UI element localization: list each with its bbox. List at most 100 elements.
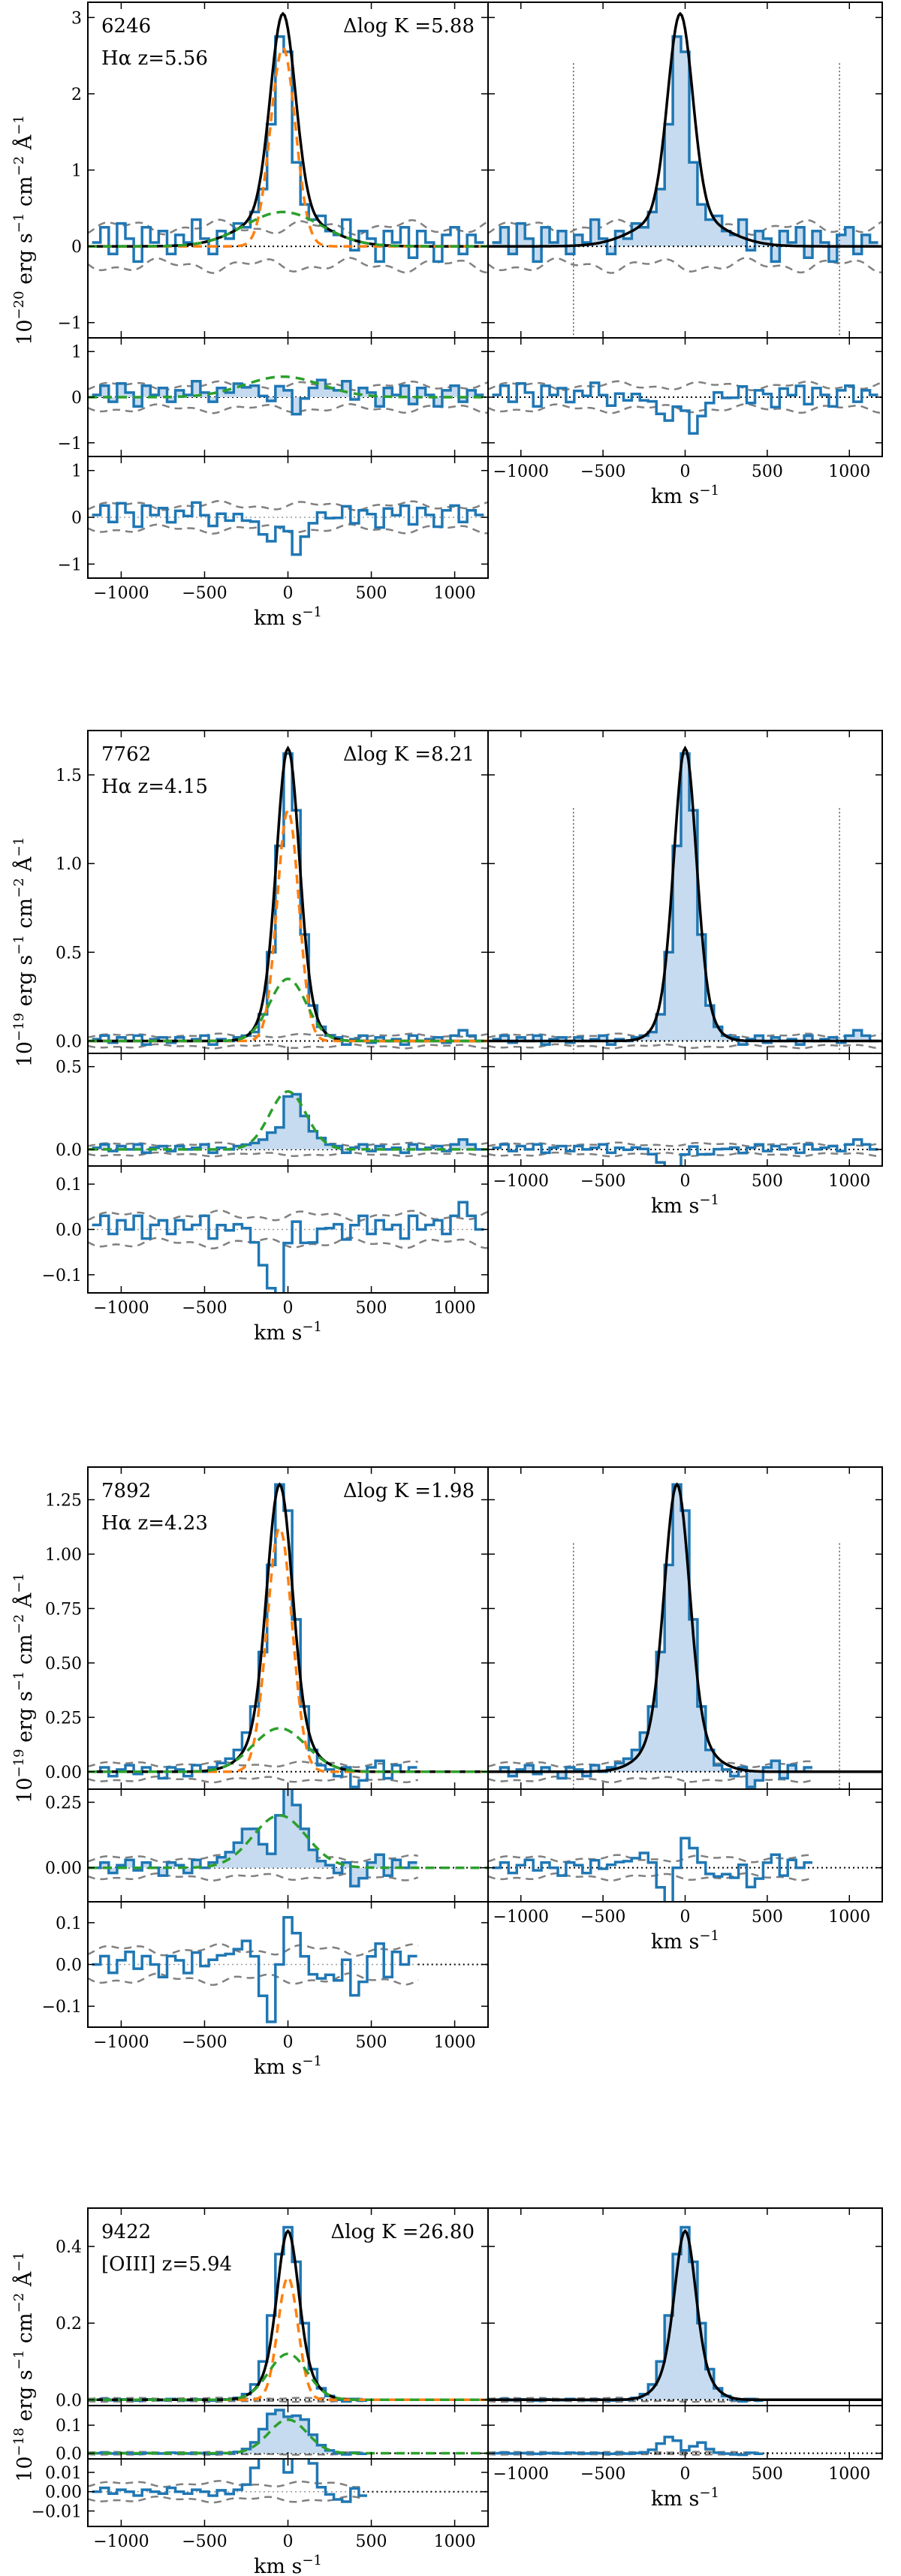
x-tick-label: 500 [752,462,783,481]
y-tick-label: 1.25 [45,1491,82,1510]
main-right-6246-plot-area [488,11,882,338]
resid-right-steps [492,2436,764,2457]
y-label-exp: −1 [11,2252,27,2272]
resid-broad-7762-plot-area [88,1089,488,1158]
y-tick-label: −1 [58,315,82,333]
x-axis-label-text: km s [254,2555,302,2576]
noise-lower [88,402,488,414]
model-broad-line [88,1727,488,1773]
y-tick-label: 0.0 [56,1957,82,1975]
y-axis-label: 10−20 erg s−1 cm−2 Å−1 [11,115,37,345]
x-tick-label: −1000 [493,1908,549,1927]
y-tick-label: 0.1 [56,2417,82,2436]
model-narrow-line [88,46,488,248]
y-label-part: erg s [14,233,37,291]
noise-upper [488,1854,814,1863]
x-tick-label: 500 [752,1908,783,1927]
x-tick-label: −1000 [93,2033,149,2052]
resid-broad-fill [92,1789,417,1887]
data-right-fill [492,753,878,1045]
x-axis-label-sup: −1 [699,483,719,499]
x-tick-label: 0 [283,2532,294,2551]
line-label: [OIII] z=5.94 [101,2253,232,2276]
y-label-part: erg s [14,955,37,1013]
y-tick-label: 3 [71,9,82,28]
resid-broad-steps [92,1092,484,1155]
noise-upper [488,1141,882,1148]
delta-logk-label: Δlog K =5.88 [343,15,475,38]
noise-upper [88,1032,488,1039]
data-right-fill [492,36,878,262]
noise-upper [488,2451,759,2454]
y-tick-label: −1 [58,435,82,453]
x-tick-label: −1000 [93,1299,149,1318]
y-tick-label: 0 [71,238,82,257]
noise-upper [88,380,488,392]
resid-broad-9422-plot-area [88,2409,488,2456]
x-axis-label-sup: −1 [302,2553,322,2568]
x-tick-label: −1000 [93,2532,149,2551]
x-tick-label: −500 [580,462,625,481]
y-label-exp: −2 [11,878,27,898]
delta-logk-label: Δlog K =8.21 [343,743,475,766]
resid-broad-fill [92,1094,484,1153]
y-tick-label: 1.00 [45,1546,82,1565]
model-total-line [488,11,882,248]
x-tick-label: −500 [182,2532,227,2551]
x-axis-label: km s−1 [651,1928,719,1954]
y-label-exp: −1 [11,837,27,857]
main-left-7762-plot-area [88,745,488,1050]
x-tick-label: 0 [283,2033,294,2052]
data-steps [92,752,484,1046]
noise-upper [88,1943,419,1957]
x-tick-label: 500 [356,1299,387,1318]
resid-broad-7892-plot-area [88,1789,488,1888]
x-tick-label: 500 [752,2465,783,2484]
x-axis-label-text: km s [651,485,699,508]
resid-full-steps [92,1916,417,2023]
y-label-part: 10 [14,1041,37,1067]
noise-upper [88,1209,488,1222]
object-id: 9422 [101,2221,151,2243]
x-axis-label-text: km s [254,1321,302,1345]
y-label-part: erg s [14,2370,37,2427]
x-axis-label-text: km s [254,607,302,630]
data-right-fill [492,1484,812,1788]
x-axis-label-sup: −1 [302,2053,322,2069]
x-axis-label: km s−1 [651,2485,719,2511]
resid-right-steps [492,1137,878,1166]
y-tick-label: 1.5 [56,767,82,785]
model-narrow-line [88,2275,488,2402]
x-tick-label: 1000 [434,2033,476,2052]
noise-lower [488,1872,814,1882]
resid-right-7762-plot-area [488,1137,882,1166]
model-total-line [488,745,882,1043]
y-tick-label: 0.0 [56,2391,82,2410]
object-id: 7892 [101,1480,151,1502]
y-tick-label: 0.75 [45,1600,82,1619]
broad-component-line [88,2418,488,2455]
noise-lower [488,402,882,414]
y-label-exp: −1 [11,1573,27,1593]
y-tick-label: −0.1 [42,1998,82,2017]
y-label-part: cm [14,2312,37,2349]
y-axis-label: 10−19 erg s−1 cm−2 Å−1 [11,1573,37,1803]
noise-lower [88,1151,488,1158]
x-axis-label-sup: −1 [302,604,322,620]
y-label-exp: −18 [11,2427,27,2456]
x-tick-label: −1000 [93,584,149,603]
data-steps [92,35,484,264]
noise-lower [88,1972,419,1986]
y-tick-label: 1 [71,343,82,362]
y-tick-label: 0.00 [45,2484,82,2502]
resid-broad-steps [92,1789,417,1888]
resid-full-steps [92,501,484,556]
x-tick-label: −500 [182,584,227,603]
y-tick-label: 0.0 [56,1222,82,1240]
y-label-exp: −1 [11,2350,27,2370]
y-label-exp: −1 [11,213,27,233]
y-tick-label: 1 [71,462,82,481]
